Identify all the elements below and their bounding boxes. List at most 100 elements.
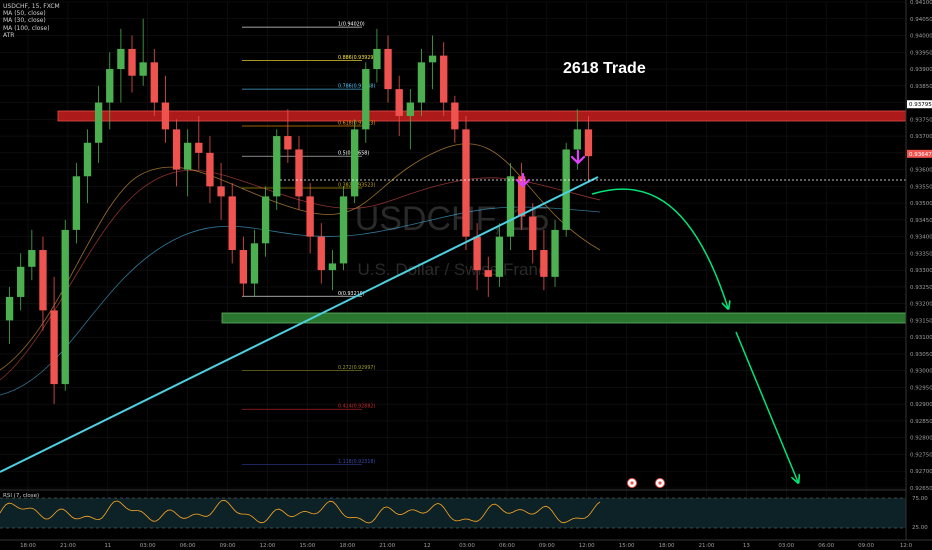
time-tick-label: 06:00 [818, 543, 834, 549]
candle-body [239, 250, 248, 284]
candle-body [328, 263, 337, 271]
price-tick-label: 0.93150 [910, 318, 932, 324]
fib-label: 0(0.93216) [338, 291, 365, 297]
price-tick-label: 0.93600 [910, 168, 932, 174]
candle-body [317, 236, 325, 271]
candle-body [529, 216, 537, 251]
time-tick-label: 09:00 [539, 543, 555, 549]
price-tick-label: 0.92700 [910, 469, 932, 475]
price-tick-label: 0.92800 [910, 436, 932, 442]
candle-body [295, 149, 303, 197]
indicator-ma50[interactable]: MA (50, close) [3, 10, 46, 18]
symbol-label[interactable]: USDCHF, 15, FXCM [3, 3, 60, 10]
candle-body [517, 176, 526, 217]
price-tick-label: 0.92950 [910, 385, 932, 391]
ma-30-line [0, 169, 601, 381]
price-tick-label: 0.94000 [910, 34, 932, 40]
price-tick-label: 0.93100 [910, 335, 932, 341]
fib-label: 0.272(0.92997) [338, 365, 375, 371]
time-tick-label: 15:00 [619, 543, 635, 549]
candle-body [284, 136, 292, 150]
candle-body [273, 136, 281, 197]
projection-curve [591, 188, 728, 308]
candle-body [106, 69, 114, 103]
fib-label: 0.618(0.93713) [338, 121, 375, 127]
candle-body [50, 310, 58, 385]
price-tick-label: 0.93350 [910, 251, 932, 257]
candle-body [395, 89, 403, 116]
price-tick-label: 0.92850 [910, 419, 932, 425]
watermark-symbol: USDCHF, 15 [355, 200, 550, 238]
price-tick-label: 0.93850 [910, 84, 932, 90]
projection-line [735, 331, 798, 482]
event-icon[interactable] [655, 478, 665, 488]
candle-body [139, 62, 147, 76]
price-label-text: 0.93647 [909, 152, 932, 158]
candle-body [350, 129, 359, 197]
time-tick-label: 06:00 [180, 543, 196, 549]
candle-body [484, 270, 492, 277]
price-tick-label: 0.93200 [910, 302, 932, 308]
trendline[interactable] [0, 176, 599, 473]
indicator-atr[interactable]: ATR [3, 31, 15, 39]
time-tick-label: 09:00 [858, 543, 874, 549]
candle-body [540, 250, 548, 277]
rsi-tick-75: 75.00 [912, 496, 928, 502]
time-tick-label: 12:0 [900, 543, 913, 549]
indicator-legend: USDCHF, 15, FXCM MA (50, close) MA (30, … [3, 3, 60, 39]
price-tick-label: 0.92900 [910, 402, 932, 408]
price-label-box [907, 149, 932, 158]
price-tick-label: 0.93450 [910, 218, 932, 224]
time-tick-label: 21:00 [699, 543, 715, 549]
time-tick-label: 11 [104, 543, 111, 549]
price-labels: 0.93795 0.93647 [907, 100, 932, 158]
candle-body [384, 48, 392, 90]
price-label-text: 0.93795 [909, 102, 932, 108]
price-tick-label: 0.92650 [910, 486, 932, 492]
candles [5, 18, 593, 405]
watermark-description: U.S. Dollar / Swiss Franc [358, 260, 547, 279]
fib-label: 1(0.94020) [338, 22, 365, 28]
candle-body [206, 152, 214, 187]
candle-body [161, 102, 170, 130]
price-label-box [907, 100, 932, 109]
time-tick-label: 18:00 [339, 543, 355, 549]
candle-body [428, 55, 437, 63]
time-tick-label: 18:00 [659, 543, 675, 549]
indicator-ma100[interactable]: MA (100, close) [3, 24, 50, 32]
time-tick-label: 12 [424, 543, 431, 549]
candle-body [17, 266, 25, 297]
time-tick-label: 06:00 [499, 543, 515, 549]
candle-body [462, 129, 470, 237]
time-tick-label: 18:00 [20, 543, 36, 549]
time-tick-label: 13 [743, 543, 750, 549]
price-tick-label: 0.93900 [910, 67, 932, 73]
price-tick-label: 0.93000 [910, 369, 932, 375]
time-tick-label: 15:00 [299, 543, 315, 549]
candle-body [417, 62, 426, 103]
candle-body [339, 196, 348, 264]
candle-body [573, 129, 581, 150]
rsi-pane [0, 498, 906, 528]
candle-body [128, 48, 136, 76]
price-axis[interactable]: 0.94100 0.94050 0.94000 0.93950 0.93900 0.938… [910, 0, 932, 492]
chart-title: 2618 Trade [563, 60, 646, 77]
rsi-label[interactable]: RSI (7, close) [3, 493, 40, 499]
event-icon[interactable] [627, 478, 637, 488]
indicator-ma30[interactable]: MA (30, close) [3, 17, 46, 25]
rsi-line [0, 499, 601, 524]
time-tick-label: 12:00 [579, 543, 595, 549]
candle-body [495, 236, 504, 277]
candle-body [562, 149, 570, 230]
candle-body [83, 142, 92, 177]
time-tick-label: 03:00 [140, 543, 156, 549]
candle-body [228, 196, 236, 251]
fib-label: 0.414(0.92882) [338, 404, 375, 410]
price-tick-label: 0.94100 [910, 0, 932, 6]
candle-body [195, 142, 203, 153]
time-axis[interactable]: 18:00 21:00 11 03:00 06:00 09:00 12:00 15:00 18:… [20, 543, 913, 549]
candle-body [451, 102, 459, 130]
price-tick-label: 0.93700 [910, 134, 932, 140]
time-tick-label: 03:00 [778, 543, 794, 549]
